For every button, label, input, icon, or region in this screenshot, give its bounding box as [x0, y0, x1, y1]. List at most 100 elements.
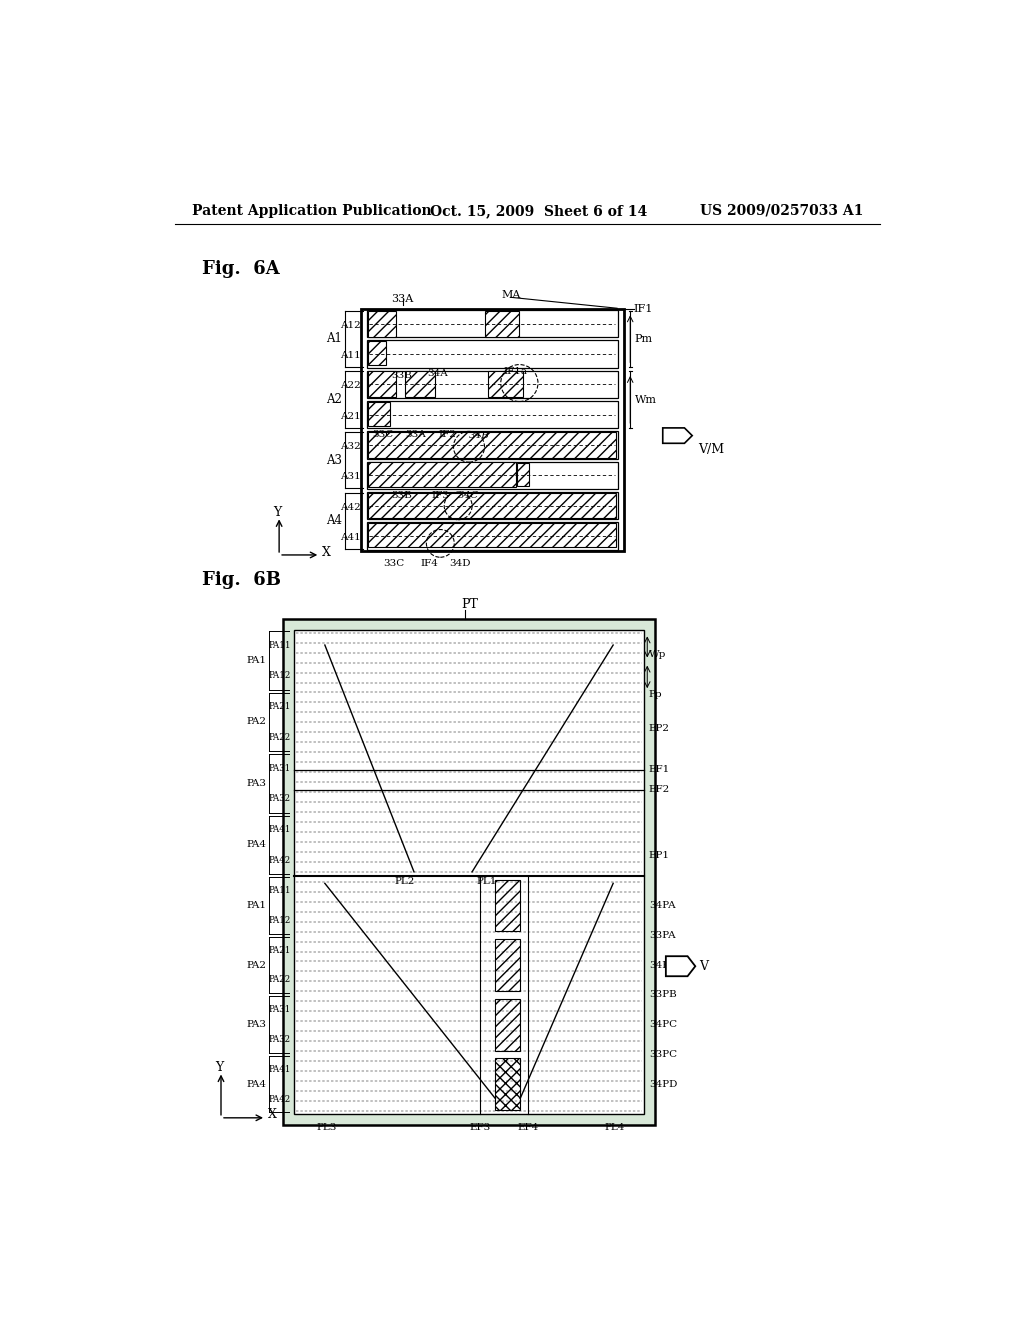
Polygon shape — [367, 523, 617, 549]
Text: 33B: 33B — [391, 491, 413, 499]
Polygon shape — [496, 939, 520, 991]
Polygon shape — [369, 432, 616, 458]
Polygon shape — [369, 371, 396, 397]
Text: PA3: PA3 — [247, 1020, 266, 1030]
Text: IF2: IF2 — [438, 430, 456, 440]
Text: IF1a: IF1a — [504, 367, 528, 376]
Text: A12: A12 — [340, 321, 360, 330]
Text: PL2: PL2 — [394, 876, 415, 886]
Polygon shape — [294, 630, 644, 1114]
Text: 33C: 33C — [372, 430, 393, 440]
Text: Y: Y — [215, 1061, 223, 1074]
Polygon shape — [484, 312, 519, 337]
Polygon shape — [367, 492, 617, 519]
Text: 34PB: 34PB — [649, 961, 677, 969]
Text: A2: A2 — [326, 393, 342, 407]
Text: A3: A3 — [326, 454, 342, 467]
Polygon shape — [369, 523, 616, 548]
Text: Pp: Pp — [649, 690, 663, 700]
Text: PA4: PA4 — [247, 1080, 266, 1089]
Text: PL4: PL4 — [604, 1123, 625, 1133]
Text: Wm: Wm — [635, 395, 656, 404]
Text: 33C: 33C — [384, 558, 406, 568]
Text: A22: A22 — [340, 381, 360, 391]
Polygon shape — [367, 371, 617, 397]
Text: 33A: 33A — [391, 294, 414, 305]
Polygon shape — [367, 432, 617, 458]
Text: PA11: PA11 — [268, 640, 291, 649]
Text: Fig.  6A: Fig. 6A — [202, 260, 280, 277]
Polygon shape — [496, 999, 520, 1051]
Text: 34PC: 34PC — [649, 1020, 677, 1030]
Text: PA42: PA42 — [268, 855, 291, 865]
Text: PA32: PA32 — [268, 795, 291, 804]
Text: 34C: 34C — [458, 491, 479, 499]
Text: 34A: 34A — [427, 368, 447, 378]
Polygon shape — [406, 371, 435, 397]
Polygon shape — [369, 312, 396, 337]
Text: 34B: 34B — [469, 432, 489, 441]
Text: IF1: IF1 — [633, 304, 652, 314]
Text: A31: A31 — [340, 473, 360, 482]
Text: MA: MA — [502, 290, 521, 301]
Polygon shape — [367, 462, 617, 488]
Text: Fig.  6B: Fig. 6B — [202, 572, 281, 589]
Text: PA3: PA3 — [247, 779, 266, 788]
Text: PA41: PA41 — [268, 825, 291, 834]
Text: Oct. 15, 2009  Sheet 6 of 14: Oct. 15, 2009 Sheet 6 of 14 — [430, 203, 647, 218]
Text: 34PD: 34PD — [649, 1080, 677, 1089]
Text: EF1: EF1 — [649, 766, 670, 775]
Text: PA22: PA22 — [268, 975, 291, 985]
Text: 34PA: 34PA — [649, 902, 676, 909]
Text: Wp: Wp — [649, 649, 667, 659]
Text: PL1: PL1 — [476, 876, 497, 886]
Polygon shape — [367, 341, 617, 368]
Text: PA41: PA41 — [268, 1065, 291, 1073]
Text: PA11: PA11 — [268, 886, 291, 895]
Text: 33PC: 33PC — [649, 1049, 677, 1059]
Text: PT: PT — [461, 598, 478, 611]
Text: PA42: PA42 — [268, 1094, 291, 1104]
Text: US 2009/0257033 A1: US 2009/0257033 A1 — [700, 203, 863, 218]
Text: 33A: 33A — [406, 430, 426, 440]
Text: Patent Application Publication: Patent Application Publication — [191, 203, 431, 218]
Text: V: V — [699, 960, 709, 973]
Text: PA31: PA31 — [268, 1006, 291, 1014]
Text: PL3: PL3 — [316, 1123, 337, 1133]
Text: PA21: PA21 — [268, 945, 291, 954]
Polygon shape — [283, 619, 655, 1125]
Polygon shape — [367, 310, 617, 338]
Polygon shape — [496, 1059, 520, 1110]
Polygon shape — [666, 956, 695, 977]
Text: X: X — [267, 1109, 276, 1121]
Text: EP2: EP2 — [649, 723, 670, 733]
Polygon shape — [367, 401, 617, 428]
Text: PA12: PA12 — [268, 916, 291, 925]
Text: PA22: PA22 — [268, 733, 291, 742]
Text: Y: Y — [273, 506, 282, 519]
Text: 34D: 34D — [450, 558, 471, 568]
Text: A1: A1 — [326, 333, 342, 346]
Text: PA12: PA12 — [268, 672, 291, 680]
Text: PA32: PA32 — [268, 1035, 291, 1044]
Text: PA1: PA1 — [247, 902, 266, 909]
Text: IF3: IF3 — [432, 491, 450, 499]
Text: 33PA: 33PA — [649, 931, 676, 940]
Text: EF2: EF2 — [649, 785, 670, 795]
Polygon shape — [369, 341, 386, 366]
Polygon shape — [488, 371, 523, 397]
Text: EF4: EF4 — [517, 1123, 539, 1133]
Text: 33B: 33B — [391, 371, 413, 380]
Text: X: X — [322, 546, 331, 560]
Text: EF3: EF3 — [469, 1123, 490, 1133]
Text: IF4: IF4 — [421, 558, 439, 568]
Polygon shape — [663, 428, 692, 444]
Text: PA31: PA31 — [268, 763, 291, 772]
Text: V/M: V/M — [697, 444, 724, 455]
Polygon shape — [369, 462, 515, 487]
Text: A32: A32 — [340, 442, 360, 451]
Text: A21: A21 — [340, 412, 360, 421]
Polygon shape — [496, 879, 520, 932]
Polygon shape — [369, 492, 616, 519]
Text: 33PB: 33PB — [649, 990, 677, 999]
